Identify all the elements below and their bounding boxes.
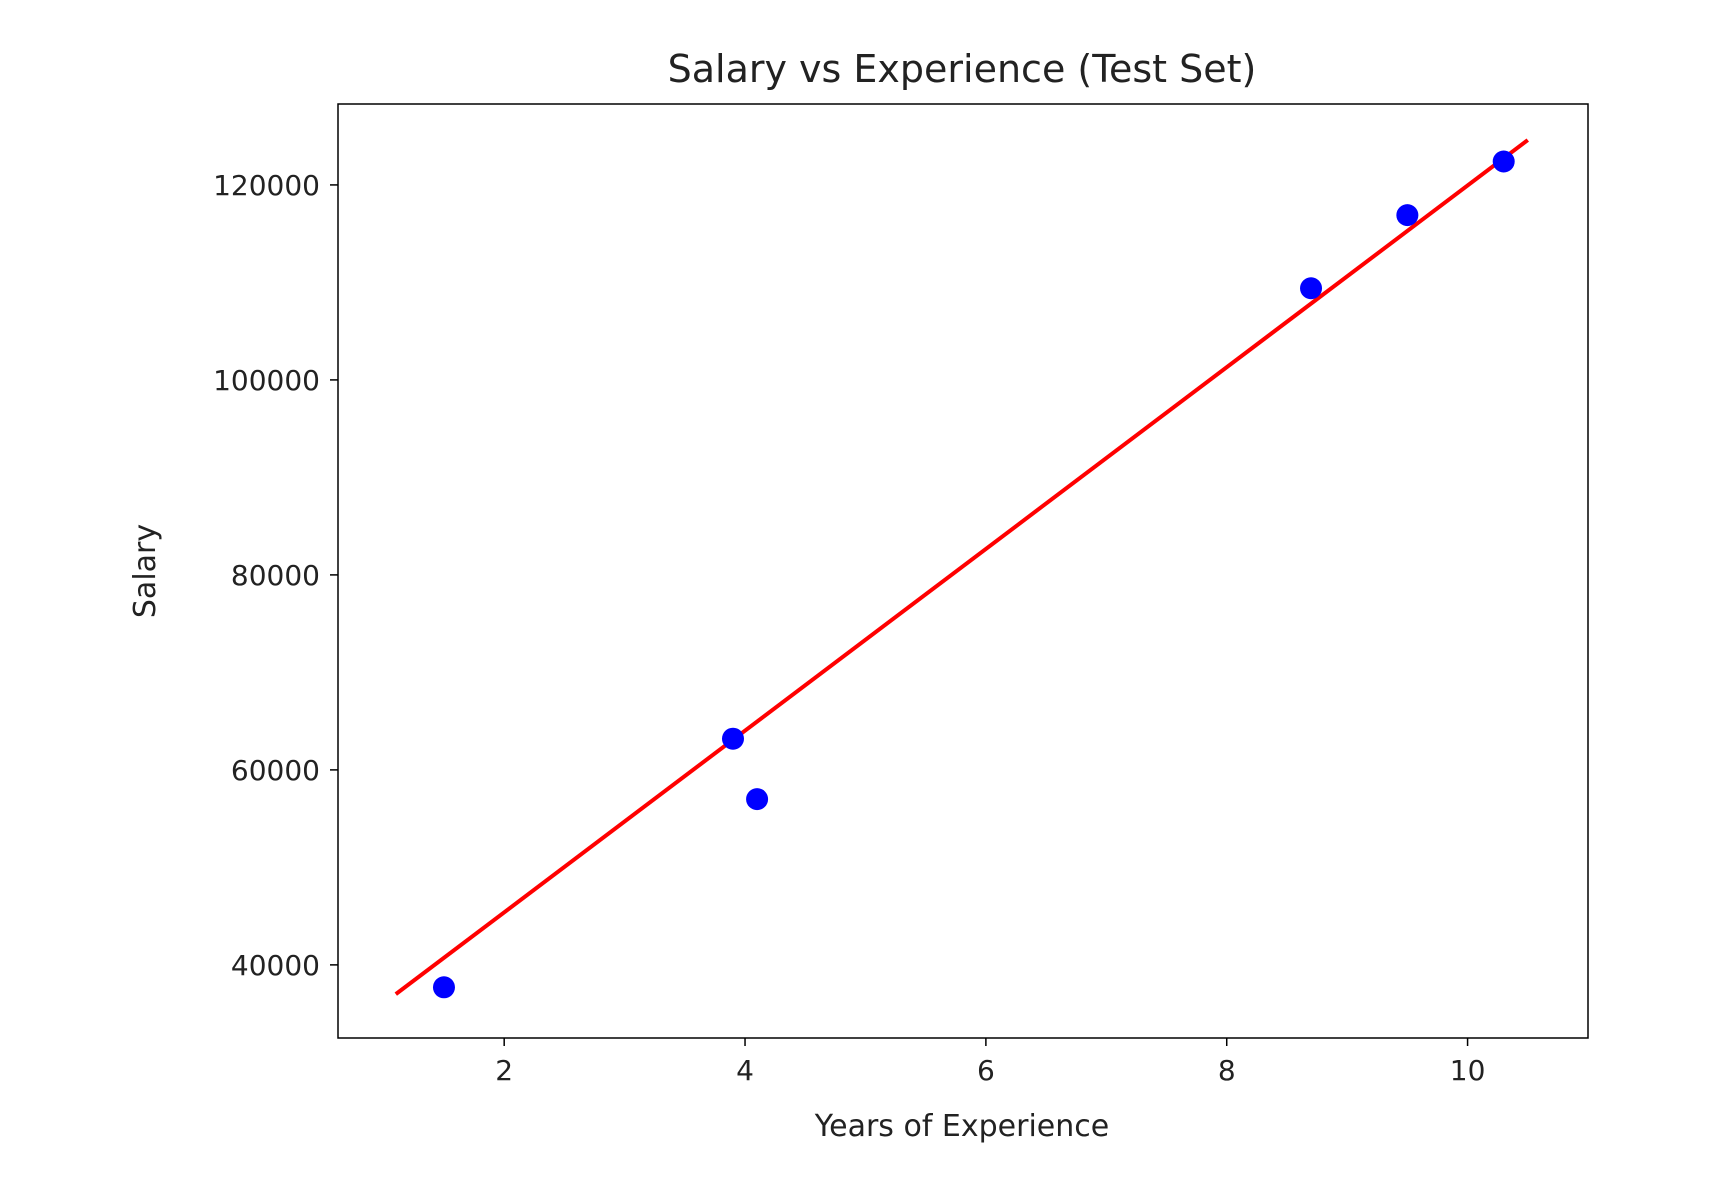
y-tick-label: 60000 — [231, 754, 320, 787]
y-axis-label: Salary — [128, 524, 163, 618]
x-axis: 2 4 6 8 10 — [495, 1038, 1485, 1087]
y-tick-label: 40000 — [231, 949, 320, 982]
chart-title: Salary vs Experience (Test Set) — [668, 47, 1257, 91]
regression-line — [394, 138, 1529, 996]
plot-area — [394, 138, 1529, 999]
y-tick-label: 100000 — [213, 364, 320, 397]
y-tick-label: 80000 — [231, 559, 320, 592]
x-tick-label: 8 — [1218, 1054, 1236, 1087]
scatter-point — [746, 788, 769, 811]
y-tick-label: 120000 — [213, 169, 320, 202]
x-tick-label: 6 — [977, 1054, 995, 1087]
scatter-point — [721, 727, 744, 750]
plot-frame — [337, 103, 1589, 1039]
scatter-point — [1300, 277, 1323, 300]
scatter-point — [1396, 204, 1419, 227]
x-tick-label: 4 — [736, 1054, 754, 1087]
scatter-point — [1492, 150, 1515, 173]
x-axis-label: Years of Experience — [814, 1109, 1109, 1144]
x-tick-label: 10 — [1450, 1054, 1486, 1087]
x-tick-label: 2 — [495, 1054, 513, 1087]
scatter-point — [432, 976, 455, 999]
y-axis: 40000 60000 80000 100000 120000 — [213, 169, 338, 982]
